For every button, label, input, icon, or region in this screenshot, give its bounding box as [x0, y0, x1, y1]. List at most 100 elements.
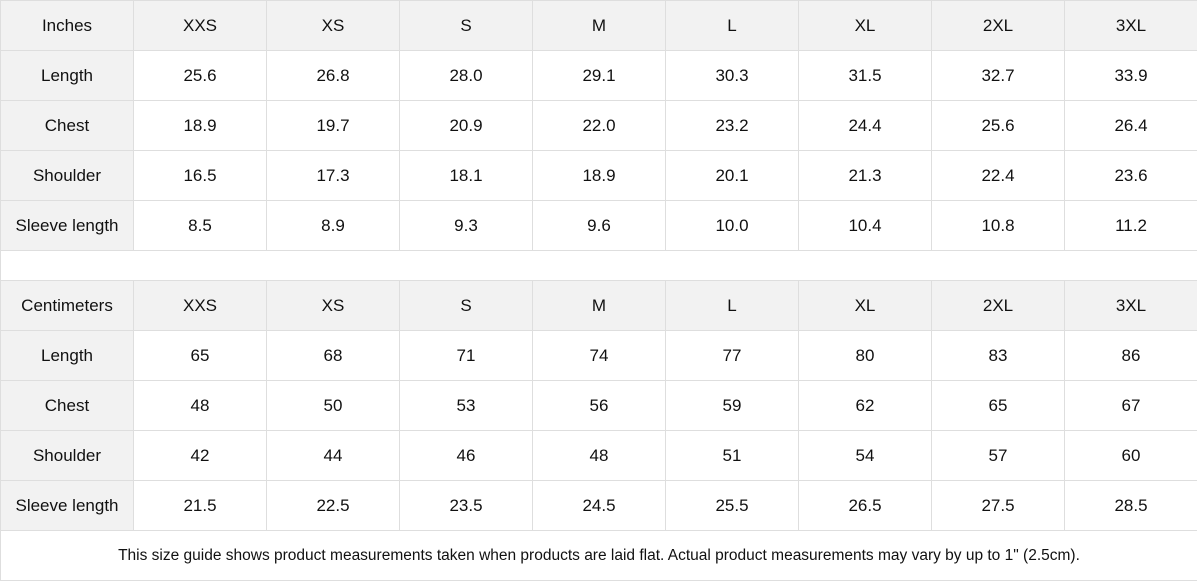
- measurement-value: 21.3: [799, 151, 932, 201]
- measurement-value: 51: [666, 431, 799, 481]
- size-header: 2XL: [932, 281, 1065, 331]
- measurement-value: 8.9: [267, 201, 400, 251]
- measurement-value: 24.4: [799, 101, 932, 151]
- measurement-value: 23.6: [1065, 151, 1197, 201]
- measurement-value: 10.0: [666, 201, 799, 251]
- measurement-value: 18.9: [533, 151, 666, 201]
- measurement-value: 9.3: [400, 201, 533, 251]
- footnote: This size guide shows product measuremen…: [1, 531, 1197, 581]
- measurement-value: 46: [400, 431, 533, 481]
- spacer-row: [1, 251, 1197, 281]
- size-header: S: [400, 281, 533, 331]
- unit-label: Inches: [1, 1, 134, 51]
- measurement-value: 23.5: [400, 481, 533, 531]
- measurement-label: Chest: [1, 101, 134, 151]
- measurement-value: 68: [267, 331, 400, 381]
- measurement-value: 10.8: [932, 201, 1065, 251]
- measurement-value: 53: [400, 381, 533, 431]
- measurement-value: 22.4: [932, 151, 1065, 201]
- measurement-value: 25.6: [932, 101, 1065, 151]
- measurement-label: Length: [1, 51, 134, 101]
- size-header: 3XL: [1065, 1, 1197, 51]
- size-header: M: [533, 281, 666, 331]
- measurement-label: Shoulder: [1, 151, 134, 201]
- measurement-value: 65: [932, 381, 1065, 431]
- measurement-value: 23.2: [666, 101, 799, 151]
- measurement-value: 8.5: [134, 201, 267, 251]
- measurement-value: 67: [1065, 381, 1197, 431]
- size-header: S: [400, 1, 533, 51]
- measurement-value: 74: [533, 331, 666, 381]
- size-header: XXS: [134, 1, 267, 51]
- measurement-value: 65: [134, 331, 267, 381]
- size-header: 3XL: [1065, 281, 1197, 331]
- measurement-value: 29.1: [533, 51, 666, 101]
- measurement-label: Sleeve length: [1, 201, 134, 251]
- measurement-value: 26.5: [799, 481, 932, 531]
- size-header: XXS: [134, 281, 267, 331]
- size-header: XS: [267, 1, 400, 51]
- measurement-value: 60: [1065, 431, 1197, 481]
- measurement-value: 48: [134, 381, 267, 431]
- size-header: XL: [799, 281, 932, 331]
- measurement-value: 24.5: [533, 481, 666, 531]
- measurement-value: 31.5: [799, 51, 932, 101]
- measurement-value: 30.3: [666, 51, 799, 101]
- size-header: L: [666, 1, 799, 51]
- measurement-value: 28.0: [400, 51, 533, 101]
- measurement-label: Shoulder: [1, 431, 134, 481]
- size-header: XS: [267, 281, 400, 331]
- measurement-value: 16.5: [134, 151, 267, 201]
- size-header: L: [666, 281, 799, 331]
- measurement-label: Sleeve length: [1, 481, 134, 531]
- measurement-value: 33.9: [1065, 51, 1197, 101]
- measurement-value: 11.2: [1065, 201, 1197, 251]
- measurement-value: 10.4: [799, 201, 932, 251]
- measurement-value: 21.5: [134, 481, 267, 531]
- measurement-label: Length: [1, 331, 134, 381]
- measurement-value: 20.1: [666, 151, 799, 201]
- unit-label: Centimeters: [1, 281, 134, 331]
- measurement-value: 26.4: [1065, 101, 1197, 151]
- measurement-value: 62: [799, 381, 932, 431]
- measurement-value: 86: [1065, 331, 1197, 381]
- measurement-value: 77: [666, 331, 799, 381]
- measurement-value: 9.6: [533, 201, 666, 251]
- measurement-value: 57: [932, 431, 1065, 481]
- measurement-value: 59: [666, 381, 799, 431]
- measurement-value: 22.5: [267, 481, 400, 531]
- size-header: XL: [799, 1, 932, 51]
- measurement-value: 22.0: [533, 101, 666, 151]
- size-header: 2XL: [932, 1, 1065, 51]
- measurement-value: 27.5: [932, 481, 1065, 531]
- measurement-value: 20.9: [400, 101, 533, 151]
- measurement-value: 32.7: [932, 51, 1065, 101]
- measurement-value: 17.3: [267, 151, 400, 201]
- measurement-value: 48: [533, 431, 666, 481]
- measurement-value: 18.9: [134, 101, 267, 151]
- measurement-value: 44: [267, 431, 400, 481]
- measurement-value: 25.5: [666, 481, 799, 531]
- measurement-value: 83: [932, 331, 1065, 381]
- measurement-value: 18.1: [400, 151, 533, 201]
- measurement-value: 50: [267, 381, 400, 431]
- measurement-value: 54: [799, 431, 932, 481]
- measurement-value: 19.7: [267, 101, 400, 151]
- measurement-label: Chest: [1, 381, 134, 431]
- measurement-value: 28.5: [1065, 481, 1197, 531]
- measurement-value: 26.8: [267, 51, 400, 101]
- size-header: M: [533, 1, 666, 51]
- measurement-value: 56: [533, 381, 666, 431]
- measurement-value: 25.6: [134, 51, 267, 101]
